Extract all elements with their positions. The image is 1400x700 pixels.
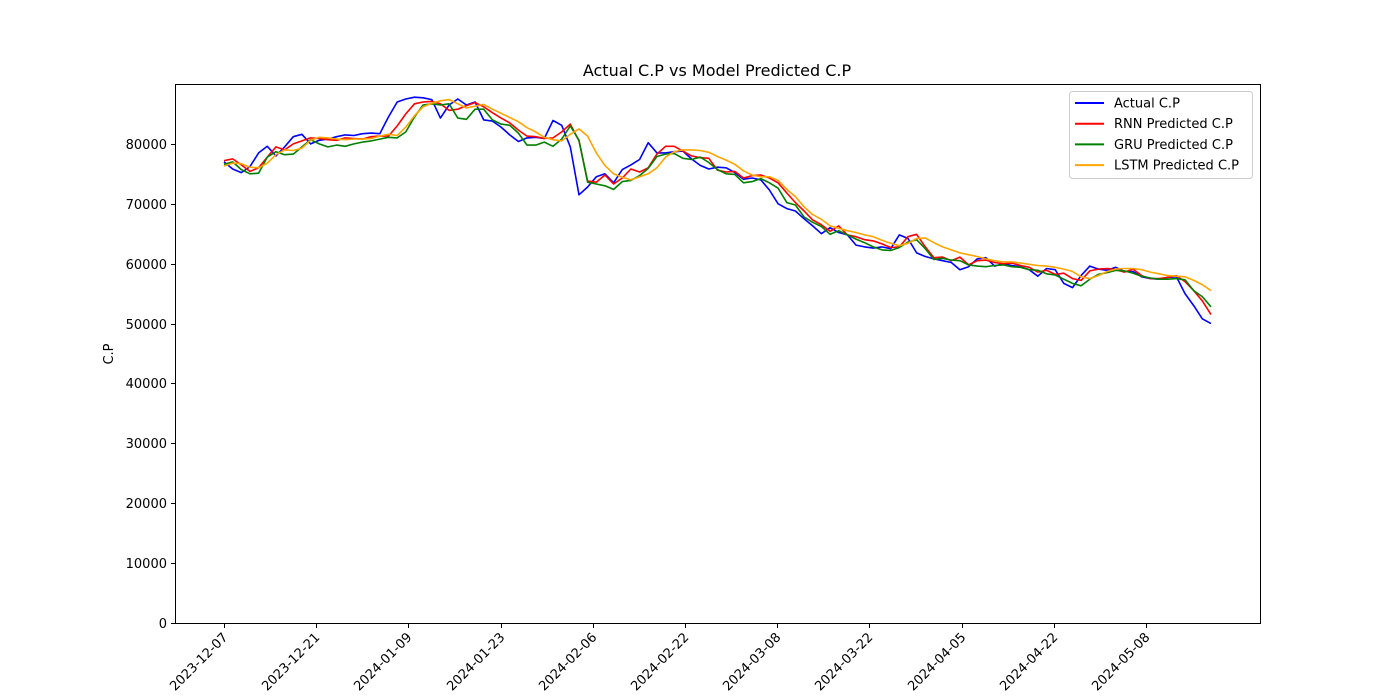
gru-series-line <box>223 103 1212 308</box>
x-tick-label: 2024-01-09 <box>351 630 415 694</box>
legend: Actual C.P RNN Predicted C.P GRU Predicted… <box>1069 91 1253 179</box>
y-tick-label: 10000 <box>126 557 167 572</box>
x-tick-label: 2024-01-23 <box>444 630 508 694</box>
y-axis-label: C.P <box>102 343 117 364</box>
y-tick-label: 80000 <box>126 138 167 153</box>
legend-label-gru: GRU Predicted C.P <box>1114 138 1233 153</box>
legend-label-lstm: LSTM Predicted C.P <box>1114 159 1239 174</box>
y-tick-label: 60000 <box>126 258 167 273</box>
y-tick-label: 30000 <box>126 437 167 452</box>
x-tick-label: 2023-12-21 <box>259 630 323 694</box>
legend-box <box>1069 91 1253 179</box>
y-axis: 0 10000 20000 30000 40000 50000 60000 70000 8000… <box>126 138 176 632</box>
chart-title: Actual C.P vs Model Predicted C.P <box>583 61 852 80</box>
lstm-series-line <box>223 98 1212 292</box>
legend-label-actual: Actual C.P <box>1114 97 1180 112</box>
x-axis: 2023-12-07 2023-12-21 2024-01-09 2024-01-23… <box>167 623 1153 694</box>
x-tick-label: 2024-02-22 <box>628 630 692 694</box>
x-tick-label: 2024-03-22 <box>812 630 876 694</box>
plot-area-frame <box>175 84 1261 624</box>
y-tick-label: 50000 <box>126 318 167 333</box>
x-tick-label: 2024-02-06 <box>536 630 600 694</box>
x-tick-label: 2024-04-05 <box>905 630 969 694</box>
x-tick-label: 2024-05-08 <box>1089 630 1153 694</box>
legend-label-rnn: RNN Predicted C.P <box>1114 117 1233 132</box>
y-tick-label: 20000 <box>126 497 167 512</box>
y-tick-label: 0 <box>159 617 167 632</box>
y-tick-label: 40000 <box>126 377 167 392</box>
series-layer <box>223 96 1212 325</box>
x-tick-label: 2024-03-08 <box>720 630 784 694</box>
x-tick-label: 2023-12-07 <box>167 630 231 694</box>
y-tick-label: 70000 <box>126 198 167 213</box>
x-tick-label: 2024-04-22 <box>997 630 1061 694</box>
actual-series-line <box>223 96 1212 325</box>
